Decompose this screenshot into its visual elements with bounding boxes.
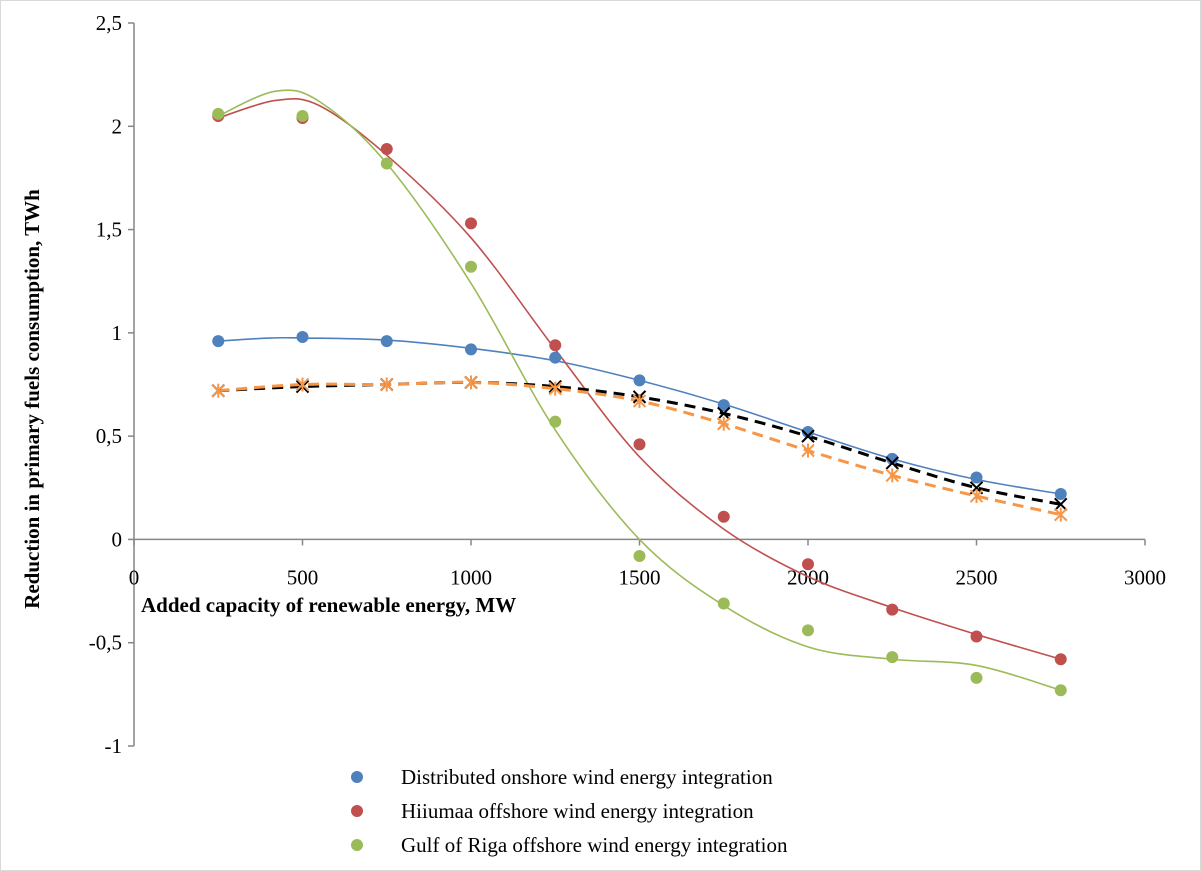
data-point-series-1 <box>970 630 983 643</box>
data-point-series-4 <box>211 383 225 398</box>
data-point-series-0 <box>296 330 309 343</box>
data-point-series-1 <box>802 558 814 571</box>
data-point-series-1 <box>1054 653 1067 666</box>
data-point-series-1 <box>886 603 899 616</box>
x-tick-label: 2500 <box>956 565 998 589</box>
data-point-series-2 <box>380 157 393 170</box>
legend-label-distributed-onshore: Distributed onshore wind energy integrat… <box>401 765 773 789</box>
x-marker-stroke <box>717 406 731 421</box>
legend-label-gulf-of-riga-offshore: Gulf of Riga offshore wind energy integr… <box>401 833 788 857</box>
data-point-series-4 <box>801 443 815 458</box>
x-tick-label: 3000 <box>1124 565 1166 589</box>
data-point-series-1 <box>380 143 393 156</box>
data-point-series-2 <box>886 651 899 664</box>
data-point-series-0 <box>380 335 393 348</box>
data-point-series-1 <box>465 217 477 230</box>
x-marker-stroke <box>801 429 815 443</box>
y-tick-label: 2,5 <box>96 11 122 35</box>
data-point-series-2 <box>802 624 814 637</box>
legend: Distributed onshore wind energy integrat… <box>351 765 788 857</box>
data-point-series-2 <box>633 549 646 562</box>
data-point-series-0 <box>802 426 814 439</box>
data-point-series-3 <box>1054 497 1068 512</box>
y-axis-title: Reduction in primary fuels consumption, … <box>20 189 44 609</box>
x-marker-stroke <box>885 456 899 470</box>
data-point-series-4 <box>969 489 984 504</box>
data-point-series-2 <box>717 597 730 610</box>
data-point-series-4 <box>1054 507 1068 522</box>
data-point-series-4 <box>380 377 394 392</box>
data-point-series-1 <box>549 339 562 352</box>
data-point-series-2 <box>970 671 983 684</box>
x-marker-stroke <box>1054 497 1068 512</box>
data-point-series-2 <box>549 415 562 428</box>
y-tick-marks <box>128 22 134 747</box>
data-point-series-4 <box>717 416 731 431</box>
data-point-series-0 <box>1054 487 1067 500</box>
data-point-series-4 <box>295 377 310 392</box>
x-tick-label: 1000 <box>450 565 492 589</box>
legend-label-hiiumaa-offshore: Hiiumaa offshore wind energy integration <box>401 799 754 823</box>
y-tick-labels: 2,5 2 1,5 1 0,5 0 -0,5 -1 <box>89 11 122 758</box>
data-point-series-1 <box>717 510 730 523</box>
trendline-0 <box>218 336 1061 495</box>
markers <box>211 107 1068 697</box>
x-tick-label: 500 <box>287 565 319 589</box>
data-point-series-0 <box>465 343 477 356</box>
data-point-series-3 <box>717 406 731 421</box>
x-tick-label: 0 <box>129 565 140 589</box>
data-point-series-1 <box>633 438 646 451</box>
data-point-series-0 <box>886 452 899 465</box>
y-tick-label: 2 <box>112 114 123 138</box>
legend-marker-gulf-of-riga-offshore <box>351 839 363 851</box>
data-point-series-4 <box>464 375 478 390</box>
data-point-series-0 <box>212 335 225 348</box>
data-point-series-3 <box>885 456 899 470</box>
x-tick-labels: 0 500 1000 1500 2000 2500 3000 <box>129 565 1166 589</box>
y-tick-label: 0,5 <box>96 424 122 448</box>
data-point-series-4 <box>632 394 647 409</box>
legend-marker-distributed-onshore <box>351 771 363 783</box>
data-point-series-4 <box>548 381 562 396</box>
y-tick-label: 0 <box>112 527 123 551</box>
data-point-series-2 <box>212 107 225 120</box>
data-point-series-2 <box>465 260 477 273</box>
data-point-series-0 <box>717 399 730 412</box>
x-axis-title: Added capacity of renewable energy, MW <box>141 593 516 617</box>
y-tick-label: 1 <box>112 321 123 345</box>
data-point-series-2 <box>1054 684 1067 697</box>
y-tick-label: 1,5 <box>96 218 122 242</box>
x-tick-label: 1500 <box>619 565 661 589</box>
y-tick-label: -1 <box>105 734 123 758</box>
axes: 2,521,510,50-0,5-1 0 500 1000 1500 2000 2500 3… <box>89 11 1166 758</box>
data-point-series-0 <box>970 471 983 484</box>
data-point-series-3 <box>801 429 815 443</box>
data-point-series-2 <box>296 109 309 122</box>
y-tick-label: -0,5 <box>89 631 122 655</box>
data-point-series-4 <box>885 468 899 483</box>
data-point-series-0 <box>549 351 562 364</box>
legend-marker-hiiumaa-offshore <box>351 805 363 817</box>
data-point-series-0 <box>633 374 646 387</box>
